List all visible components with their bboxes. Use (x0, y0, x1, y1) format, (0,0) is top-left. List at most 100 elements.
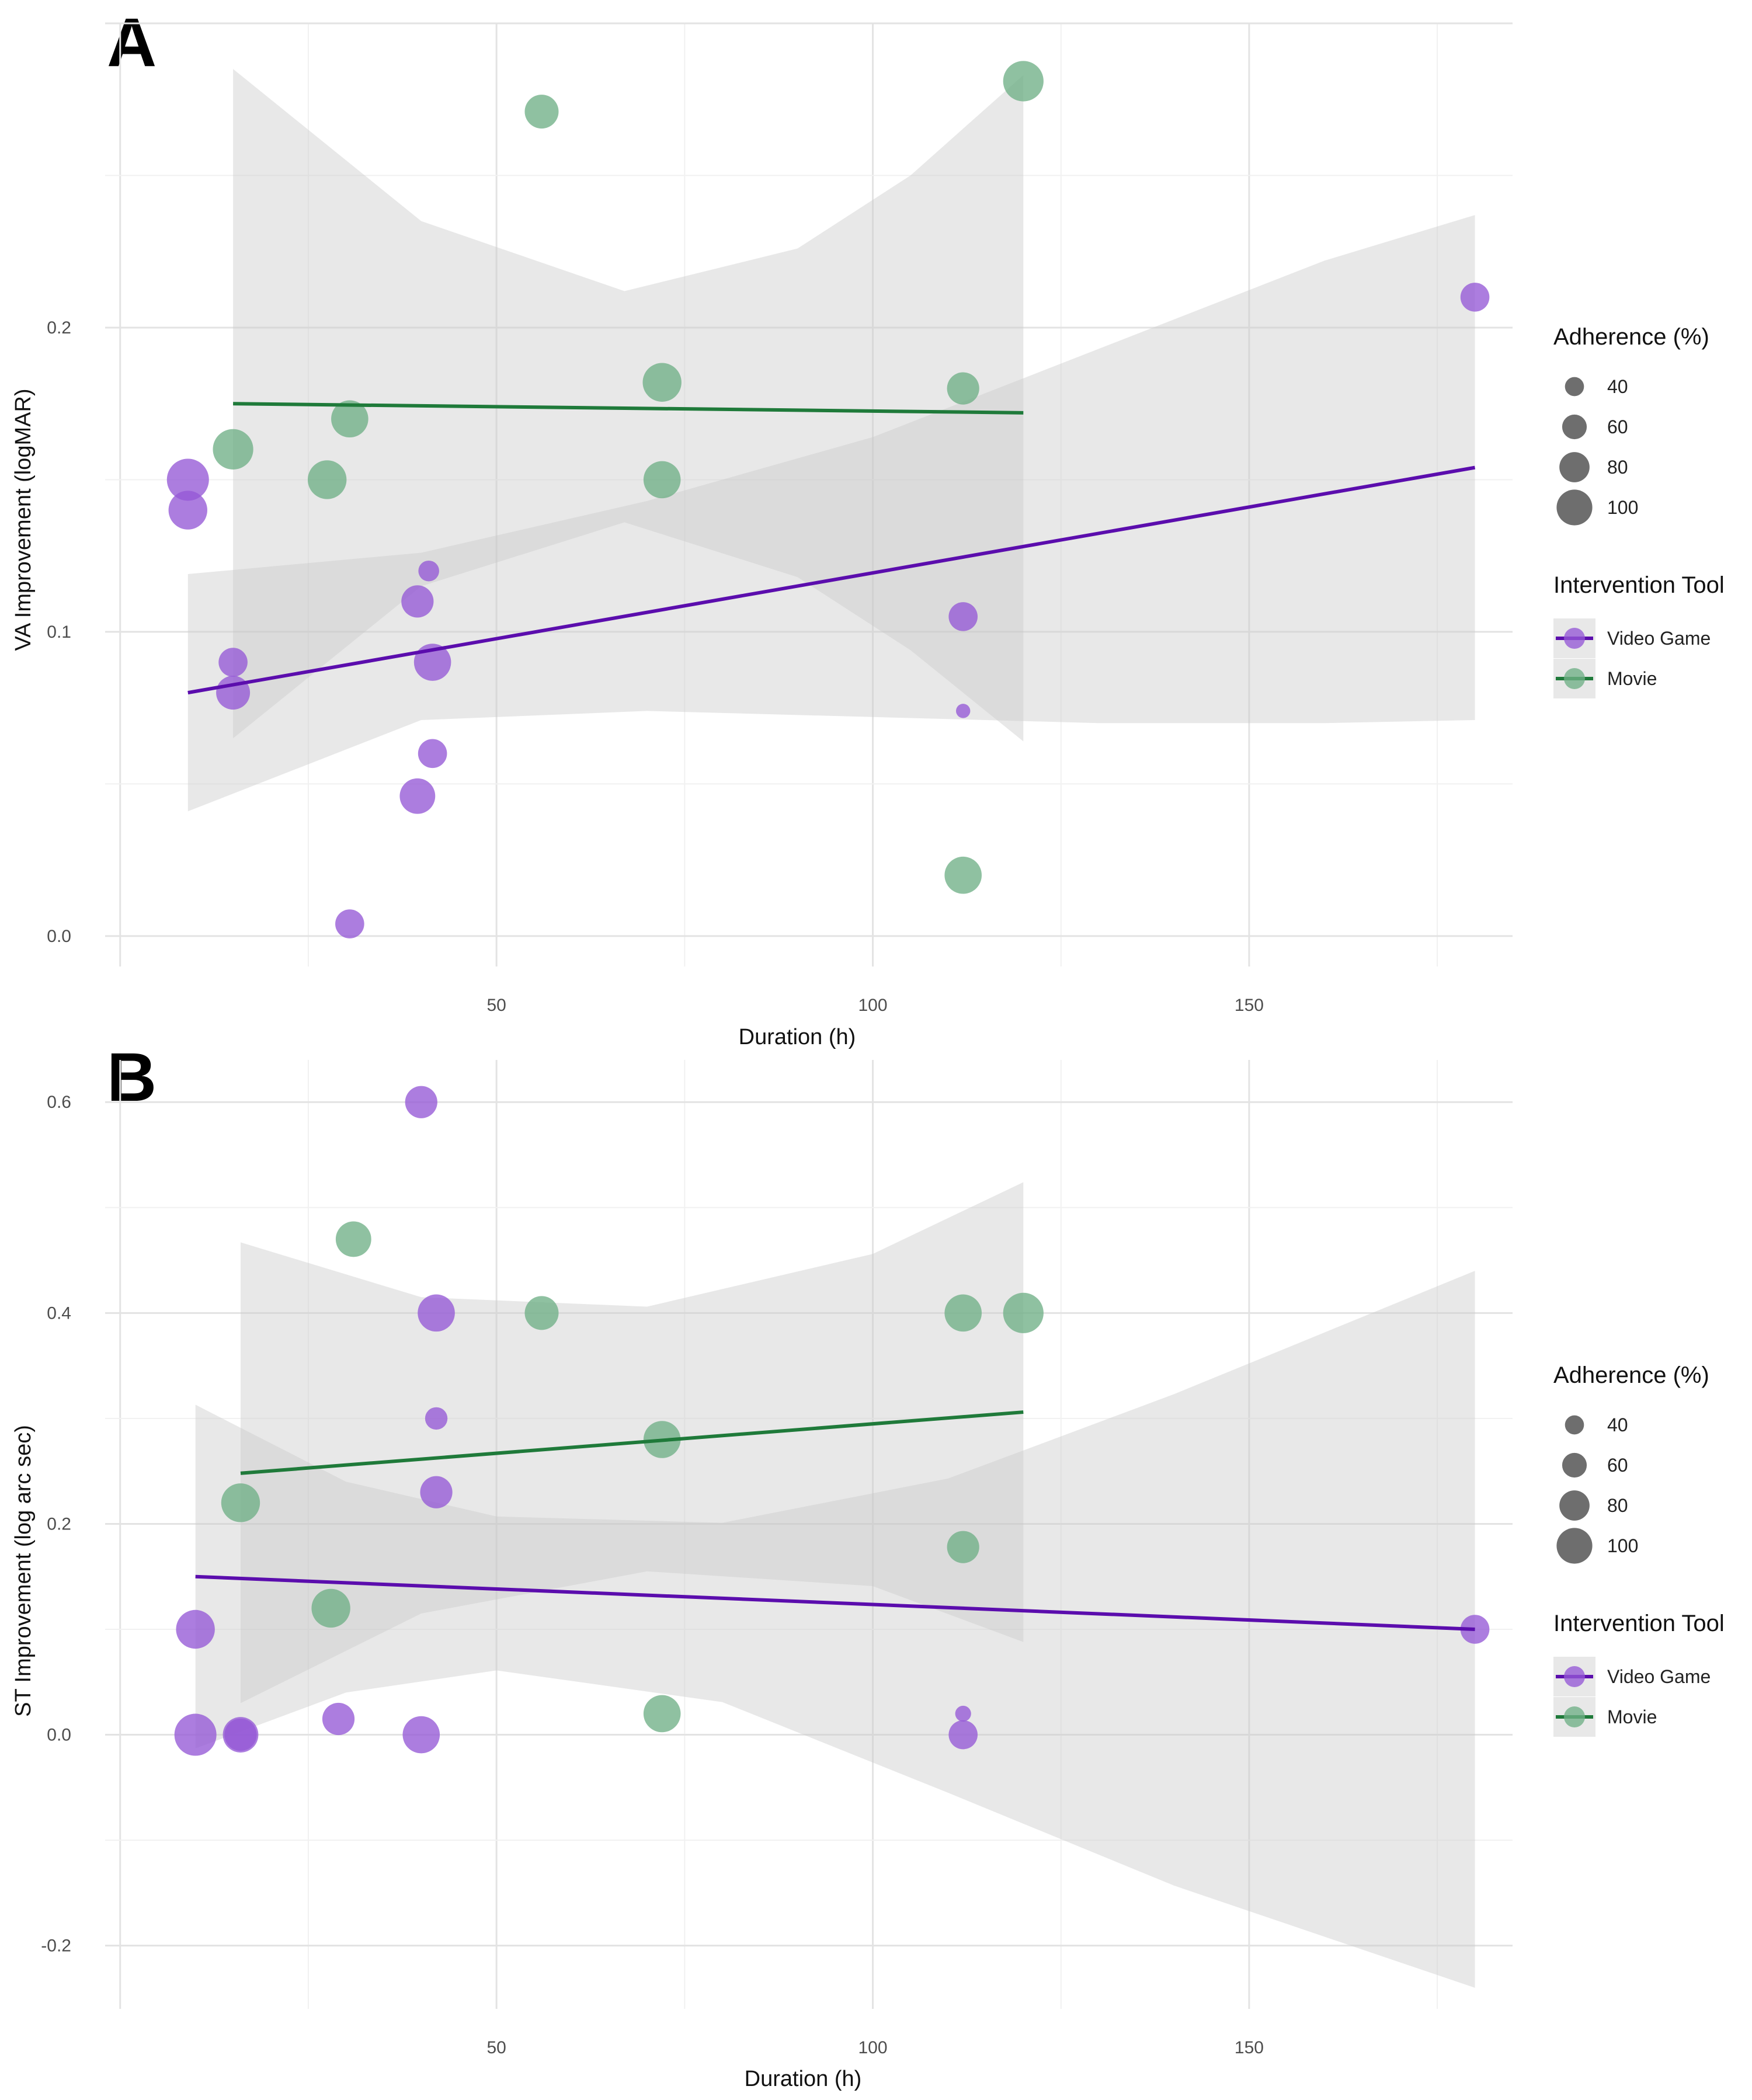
panel-a-point-video-game (335, 909, 364, 938)
panel-b-legend-size-label: 40 (1607, 1414, 1628, 1435)
panel-b-y-tick-label: 0.4 (47, 1303, 71, 1323)
panel-a-fit-lines (187, 402, 1476, 695)
panel-label-b: B (107, 1039, 157, 1116)
panel-b-point-movie (335, 1221, 371, 1257)
panel-a-point-movie (1003, 61, 1044, 102)
panel-a-legend-size-label: 60 (1607, 416, 1628, 437)
panel-a-point-movie (642, 363, 682, 402)
panel-b-point-video-game (402, 1716, 440, 1754)
panel-a-points (166, 61, 1490, 938)
panel-b-fit-line-video-game (195, 1574, 1475, 1631)
panel-b-legend-size-label: 60 (1607, 1455, 1628, 1476)
panel-b-legend-tool-label: Movie (1607, 1706, 1657, 1727)
panel-a-legend-key-point-video-game (1564, 628, 1585, 649)
panel-a-legend-size-key (1556, 489, 1593, 526)
panel-a-legend-tool-title: Intervention Tool (1553, 572, 1725, 598)
panel-b-legend-size-key (1556, 1528, 1593, 1564)
panel-a-legend-tool-label: Video Game (1607, 628, 1711, 649)
panel-a-point-video-game (1460, 283, 1490, 312)
panel-b-point-video-game (174, 1713, 217, 1756)
panel-a-point-movie (944, 856, 982, 894)
panel-a-confidence-bands (187, 69, 1475, 812)
panel-a-point-video-game (955, 704, 971, 718)
panel-a-point-movie (331, 400, 369, 438)
panel-b-x-tick-label: 150 (1235, 2038, 1264, 2057)
panel-b-point-video-game (224, 1718, 257, 1751)
panel-a-legend-key-point-movie (1564, 668, 1585, 689)
panel-a-ci-band-video-game (187, 215, 1475, 812)
panel-a-point-video-game (166, 458, 209, 501)
panel-a-y-tick-label: 0.1 (47, 623, 71, 642)
panel-a-point-video-game (216, 676, 251, 710)
panel-a-x-tick-label: 100 (858, 996, 888, 1015)
panel-b-legend-size-label: 100 (1607, 1535, 1638, 1556)
panel-b-y-tick-label: -0.2 (41, 1936, 71, 1956)
panel-b-y-tick-label: 0.6 (47, 1093, 71, 1112)
panel-a-legend-size-label: 80 (1607, 457, 1628, 478)
panel-b-point-video-game (420, 1476, 453, 1508)
panel-a-point-movie (307, 460, 347, 499)
panel-a-point-video-game (418, 560, 439, 582)
panel-b-point-movie (643, 1695, 681, 1733)
panel-a-legend: Adherence (%) 40 60 80 100 Intervention Tool V… (1553, 324, 1725, 698)
panel-a-point-video-game (218, 648, 248, 677)
panel-a-fit-line-movie (233, 402, 1024, 415)
panel-a-legend-size-key (1559, 452, 1590, 482)
panel-a-y-tick-label: 0.0 (47, 927, 71, 946)
panel-b-point-movie (221, 1483, 260, 1522)
panel-b-point-movie (524, 1296, 559, 1330)
panel-b-point-video-game (955, 1705, 971, 1722)
panel-b-points (174, 1086, 1490, 1756)
panel-a-point-video-game (401, 585, 434, 618)
panel-b-point-video-game (948, 1720, 978, 1750)
panel-label-a: A (107, 4, 157, 81)
panel-b-point-video-game (176, 1609, 215, 1649)
panel-a-legend-size-key (1565, 377, 1584, 397)
panel-a-point-movie (524, 95, 559, 129)
panel-b-fit-lines (195, 1410, 1475, 1631)
panel-a-x-tick-label: 150 (1235, 996, 1264, 1015)
panel-b-x-axis-title: Duration (h) (745, 2067, 862, 2091)
panel-b-point-movie (311, 1588, 350, 1628)
panel-b-legend-size-key (1559, 1490, 1590, 1521)
panel-a-legend-size-key (1562, 414, 1587, 440)
panel-a-legend-adherence-title: Adherence (%) (1553, 324, 1709, 350)
panel-a-point-video-game (948, 602, 978, 631)
panel-b-y-tick-label: 0.0 (47, 1726, 71, 1745)
panel-b-x-tick-labels: 50 100 150 (486, 2038, 1263, 2057)
panel-a-x-tick-labels: 50 100 150 (486, 996, 1263, 1015)
panel-b-grid (105, 1060, 1513, 2009)
panel-a-y-tick-labels: 0.0 0.1 0.2 (47, 318, 71, 946)
panel-a-point-video-game (168, 491, 207, 530)
panel-a-y-tick-label: 0.2 (47, 318, 71, 338)
panel-a-point-video-game (399, 778, 436, 814)
panel-a-point-video-game (418, 739, 447, 769)
panel-b-point-video-game (322, 1702, 355, 1736)
panel-a-y-axis-title: VA Improvement (logMAR) (11, 388, 36, 651)
panel-b-y-axis-title: ST Improvement (log arc sec) (11, 1425, 36, 1717)
panel-b-fit-line-movie (240, 1410, 1024, 1475)
panel-b-legend-key-point-movie (1564, 1706, 1585, 1727)
panel-a-point-movie (213, 429, 253, 470)
panel-a-x-tick-label: 50 (486, 996, 506, 1015)
panel-a-point-movie (643, 461, 681, 499)
panel-a-point-movie (947, 372, 979, 405)
panel-a-legend-size-label: 100 (1607, 497, 1638, 518)
panel-b-legend-size-label: 80 (1607, 1495, 1628, 1516)
panel-b-y-tick-label: 0.2 (47, 1514, 71, 1534)
panel-b-x-tick-label: 100 (858, 2038, 888, 2057)
panel-a-x-axis-title: Duration (h) (739, 1025, 856, 1049)
panel-a-legend-tool-label: Movie (1607, 668, 1657, 689)
panel-b-point-movie (944, 1294, 982, 1332)
panel-b-ci-band-video-game (195, 1271, 1475, 1988)
panel-a-fit-line-video-game (187, 465, 1476, 695)
panel-b-legend-size-key (1562, 1452, 1587, 1478)
panel-b: B 50 100 150 -0.2 0.0 0.2 0.4 0.6 Duration (h)… (11, 1039, 1513, 2091)
panel-b-point-video-game (418, 1294, 455, 1332)
panel-b-legend-size-key (1565, 1415, 1584, 1435)
panel-b-legend-key-point-video-game (1564, 1666, 1585, 1687)
panel-a-legend-size-label: 40 (1607, 376, 1628, 397)
panel-b-point-movie (947, 1531, 979, 1563)
panel-b-y-tick-labels: -0.2 0.0 0.2 0.4 0.6 (41, 1093, 71, 1955)
panel-b-point-video-game (405, 1086, 437, 1118)
